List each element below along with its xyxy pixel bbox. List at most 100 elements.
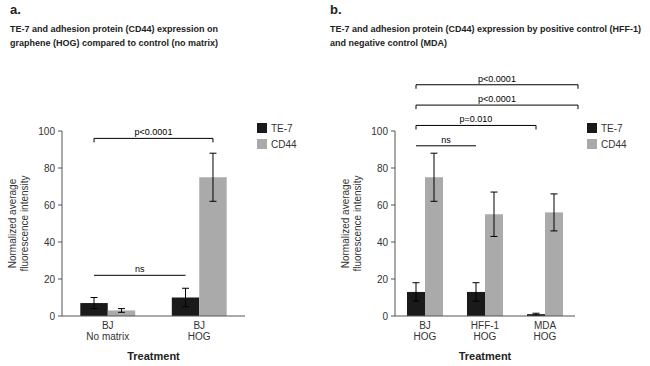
y-tick bbox=[58, 205, 62, 206]
error-cap bbox=[473, 282, 480, 283]
x-axis-label: Treatment bbox=[127, 350, 180, 362]
significance-bracket: p=0.010 bbox=[416, 114, 536, 129]
error-bar bbox=[533, 313, 540, 315]
bracket-tick bbox=[416, 105, 417, 109]
y-tick bbox=[391, 168, 395, 169]
subtitle: and negative control (MDA) bbox=[330, 38, 447, 48]
bars bbox=[80, 153, 226, 316]
bracket-label: p<0.0001 bbox=[135, 127, 173, 137]
error-cap bbox=[533, 313, 540, 314]
y-tick bbox=[391, 131, 395, 132]
legend-label: CD44 bbox=[271, 139, 297, 150]
error-stem bbox=[212, 153, 213, 201]
error-bar bbox=[431, 153, 438, 201]
y-tick-label: 80 bbox=[377, 163, 389, 174]
bracket-tick bbox=[416, 85, 417, 89]
error-cap bbox=[551, 193, 558, 194]
error-stem bbox=[416, 283, 417, 302]
y-tick bbox=[391, 205, 395, 206]
y-axis-line bbox=[395, 131, 396, 316]
error-cap bbox=[413, 301, 420, 302]
significance-bracket: p<0.0001 bbox=[416, 74, 578, 89]
y-axis-line bbox=[62, 131, 63, 316]
error-stem bbox=[185, 288, 186, 307]
error-bar bbox=[209, 153, 216, 201]
panel-label: a. bbox=[10, 2, 21, 17]
x-tick-label: MDAHOG bbox=[534, 320, 557, 342]
title: TE-7 and adhesion protein (CD44) express… bbox=[10, 24, 218, 34]
y-tick bbox=[391, 279, 395, 280]
y-tick-label: 40 bbox=[377, 237, 389, 248]
bracket-tick bbox=[578, 105, 579, 109]
error-cap bbox=[118, 312, 125, 313]
y-tick-label: 20 bbox=[44, 274, 56, 285]
bracket-label: ns bbox=[135, 264, 145, 274]
y-tick-label: 100 bbox=[38, 126, 55, 137]
bracket-label: ns bbox=[441, 135, 451, 145]
error-bar bbox=[118, 309, 125, 313]
error-cap bbox=[491, 192, 498, 193]
error-cap bbox=[491, 236, 498, 237]
legend: TE-7 CD44 bbox=[257, 123, 297, 150]
error-cap bbox=[182, 288, 189, 289]
error-cap bbox=[209, 201, 216, 202]
y-tick-label: 60 bbox=[44, 200, 56, 211]
bracket-label: p<0.0001 bbox=[478, 94, 516, 104]
error-bar bbox=[182, 288, 189, 307]
y-tick-label: 80 bbox=[44, 163, 56, 174]
error-bar bbox=[473, 283, 480, 302]
error-stem bbox=[494, 192, 495, 236]
x-tick-label: HFF-1HOG bbox=[471, 320, 500, 342]
legend-swatch bbox=[587, 123, 597, 133]
error-cap bbox=[533, 315, 540, 316]
y-tick-label: 0 bbox=[382, 311, 388, 322]
legend-swatch bbox=[587, 139, 597, 149]
y-axis-label: Normalized averagefluorescence intensity bbox=[340, 175, 363, 271]
error-stem bbox=[94, 298, 95, 309]
legend-swatch bbox=[257, 139, 267, 149]
error-stem bbox=[554, 194, 555, 231]
significance-bracket: p<0.0001 bbox=[416, 94, 578, 109]
bracket-tick bbox=[416, 125, 417, 129]
figure: a. TE-7 and adhesion protein (CD44) expre… bbox=[0, 0, 650, 366]
error-cap bbox=[118, 308, 125, 309]
title: TE-7 and adhesion protein (CD44) express… bbox=[330, 24, 641, 34]
error-cap bbox=[431, 153, 438, 154]
subtitle: graphene (HOG) compared to control (no m… bbox=[10, 38, 218, 48]
y-tick bbox=[391, 242, 395, 243]
y-tick bbox=[58, 131, 62, 132]
error-stem bbox=[476, 283, 477, 302]
bracket-tick bbox=[212, 138, 213, 142]
y-tick-label: 100 bbox=[371, 126, 388, 137]
x-axis-label: Treatment bbox=[459, 350, 512, 362]
error-stem bbox=[121, 309, 122, 313]
bracket-tick bbox=[94, 138, 95, 142]
error-bar bbox=[491, 192, 498, 236]
bracket-line bbox=[416, 105, 578, 106]
error-bar bbox=[413, 283, 420, 302]
error-bar bbox=[91, 298, 98, 309]
bracket-line bbox=[416, 125, 536, 126]
x-axis-line bbox=[62, 316, 245, 317]
y-tick bbox=[391, 316, 395, 317]
error-cap bbox=[91, 297, 98, 298]
x-tick-label: BJHOG bbox=[188, 320, 211, 342]
significance-bracket: p<0.0001 bbox=[94, 127, 213, 142]
legend-label: TE-7 bbox=[601, 123, 623, 134]
significance-bracket: ns bbox=[416, 135, 476, 146]
bracket-label: p<0.0001 bbox=[478, 74, 516, 84]
panel-label: b. bbox=[330, 2, 342, 17]
panel: a. TE-7 and adhesion protein (CD44) expre… bbox=[7, 2, 297, 362]
legend-label: TE-7 bbox=[271, 123, 293, 134]
x-tick-label: BJNo matrix bbox=[86, 320, 129, 342]
y-tick bbox=[58, 242, 62, 243]
significance-bracket: ns bbox=[94, 264, 185, 275]
y-tick bbox=[58, 168, 62, 169]
legend: TE-7CD44 bbox=[587, 123, 627, 150]
error-stem bbox=[434, 153, 435, 201]
error-cap bbox=[473, 301, 480, 302]
bracket-label: p=0.010 bbox=[460, 114, 493, 124]
bracket-tick bbox=[536, 125, 537, 129]
bracket-tick bbox=[578, 85, 579, 89]
error-cap bbox=[91, 308, 98, 309]
